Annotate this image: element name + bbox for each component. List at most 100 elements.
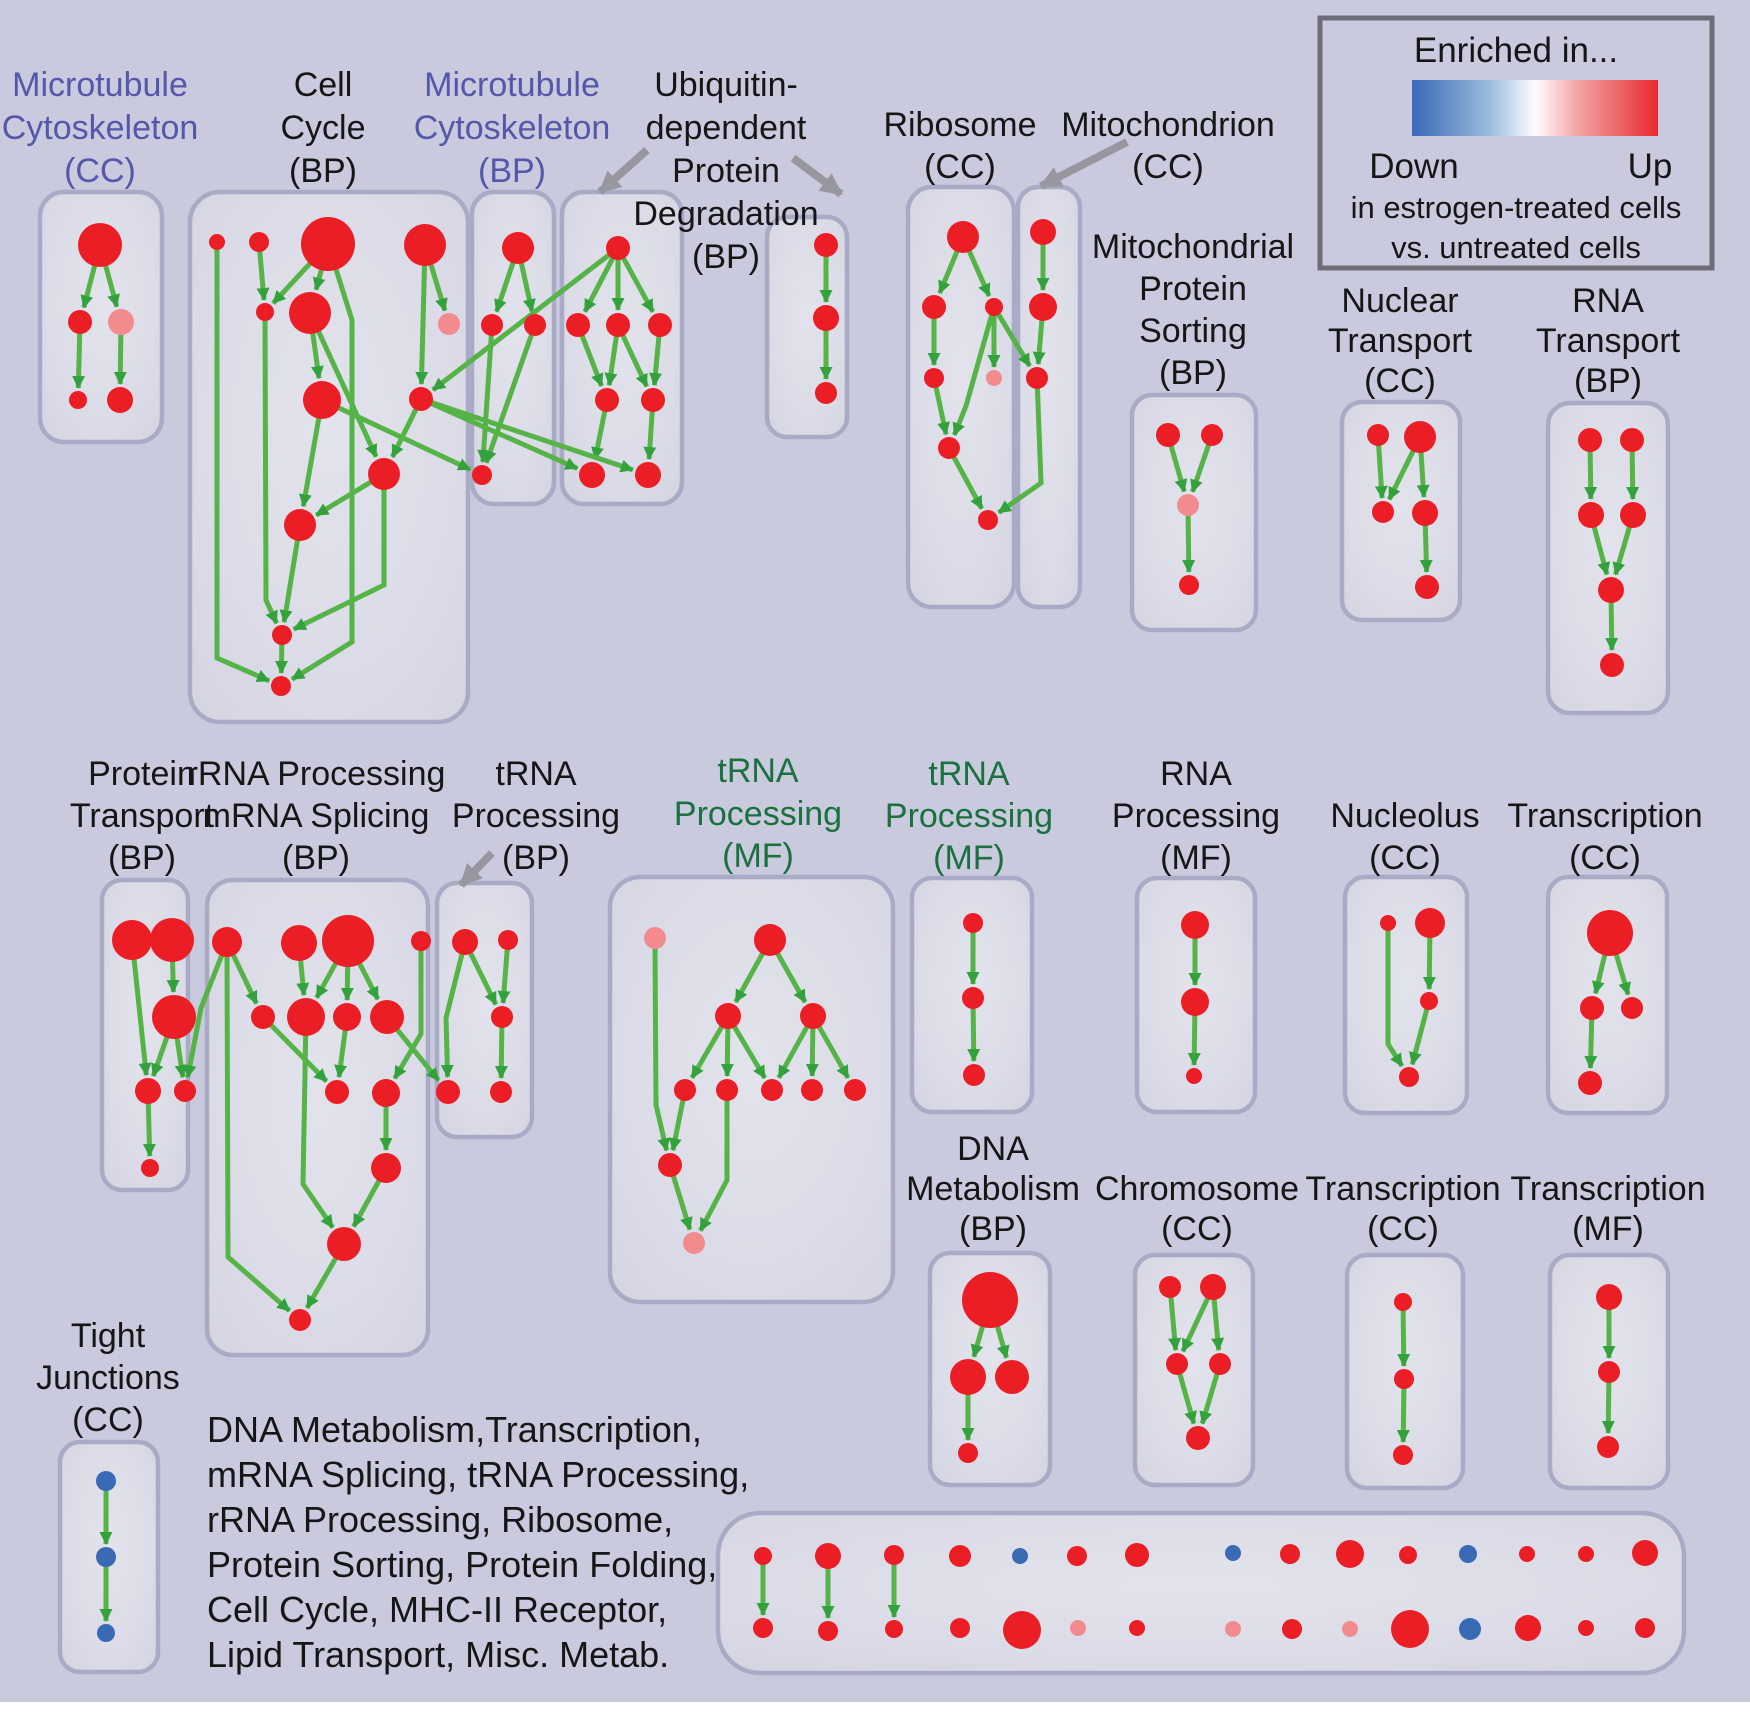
node	[938, 437, 960, 459]
cluster-label-microtubule-cc: Microtubule Cytoskeleton (CC)	[2, 66, 199, 190]
edge-arrow-rrna-mrna	[304, 1251, 342, 1310]
node	[683, 1232, 705, 1254]
cluster-label-line: Junctions	[36, 1359, 180, 1397]
node	[524, 314, 546, 336]
edge-arrow-cell-cycle	[290, 258, 355, 682]
cluster-nodes-transcription-mf	[1596, 1284, 1622, 1458]
edge-arrow-transcription-cc-lower	[1396, 1384, 1410, 1443]
cluster-label-line: Cytoskeleton	[414, 109, 611, 147]
node	[1372, 501, 1394, 523]
cluster-label-trna-mf-large: tRNA Processing (MF)	[674, 752, 842, 875]
node	[1415, 908, 1445, 938]
cross-edge-arrow	[994, 310, 1032, 368]
edge-arrow-cell-cycle	[275, 640, 289, 674]
edge-arrow-microtubule-cc	[113, 329, 127, 385]
cluster-box-rna-transport	[1545, 400, 1671, 716]
node	[1412, 500, 1438, 526]
legend-box	[1317, 15, 1715, 271]
cluster-box-dna-metabolism	[927, 1250, 1053, 1488]
node	[251, 1005, 275, 1029]
node	[1026, 367, 1048, 389]
edge-arrow-ubiquitin	[578, 330, 604, 387]
cluster-nodes-rna-transport	[1578, 428, 1646, 677]
node	[452, 929, 478, 955]
edge-arrow-trna-mf-large	[805, 1023, 819, 1077]
cluster-label-line: Metabolism	[906, 1170, 1080, 1208]
edge-arrow-ribosome	[949, 452, 984, 510]
node	[1578, 502, 1604, 528]
cluster-label-line: (BP)	[502, 839, 570, 877]
edge-arrow-microtubule-bp	[494, 256, 518, 313]
node	[68, 310, 92, 334]
node	[1394, 1369, 1414, 1389]
legend-up-label: Up	[1628, 147, 1673, 186]
node	[1459, 1618, 1481, 1640]
cluster-box-mitochondrion	[1015, 184, 1083, 610]
node	[1587, 910, 1633, 956]
edge-arrow-cell-cycle	[309, 325, 324, 380]
cluster-box-cell-cycle	[187, 189, 471, 725]
node	[995, 1360, 1029, 1394]
cluster-label-line: Microtubule	[12, 66, 188, 104]
node	[287, 998, 325, 1036]
edge-arrow-transcription-mf	[1601, 1378, 1615, 1434]
cluster-nodes-ubiquitin	[566, 236, 672, 488]
annotation-arrow-trna-bp-arrow	[458, 850, 495, 888]
edge-arrow-cell-cycle	[298, 410, 323, 508]
misc-caption-line: mRNA Splicing, tRNA Processing,	[207, 1454, 749, 1495]
edge-arrow-ubiquitin	[582, 253, 617, 313]
node	[498, 930, 518, 950]
legend-gradient-bar	[1412, 80, 1658, 136]
edge-arrow-trna-mf-large	[689, 1021, 727, 1080]
cluster-label-line: Tight	[71, 1317, 146, 1355]
cluster-label-line: tRNA	[717, 752, 799, 790]
edge-arrow-trna-mf-large	[652, 944, 671, 1152]
edge-arrow-trna-bp	[466, 947, 499, 1006]
node	[648, 313, 672, 337]
bottom-margin-strip	[0, 1702, 1750, 1715]
edge-arrow-transcription-cc-upper	[1584, 1015, 1598, 1069]
edge-arrow-ubiquitin	[643, 407, 657, 460]
cluster-nodes-chromosome	[1159, 1274, 1231, 1450]
cluster-label-protein-transport: Protein Transport (BP)	[70, 755, 215, 877]
edge-arrow-nucleolus	[1422, 931, 1436, 990]
node-layer	[68, 217, 1658, 1649]
cluster-nodes-tight-junctions	[96, 1471, 116, 1642]
cluster-nodes-cell-cycle	[209, 217, 460, 696]
misc-caption-line: rRNA Processing, Ribosome,	[207, 1499, 673, 1540]
cluster-label-trna-mf-small: tRNA Processing (MF)	[885, 755, 1053, 877]
cross-edge-arrow	[431, 250, 614, 392]
node	[409, 387, 433, 411]
node	[1391, 1610, 1429, 1648]
node	[135, 1078, 161, 1104]
node	[1159, 1276, 1181, 1298]
node	[301, 217, 355, 271]
misc-caption-line: Lipid Transport, Misc. Metab.	[207, 1634, 669, 1675]
cluster-label-line: (CC)	[72, 1401, 144, 1439]
edge-arrow-rrna-mrna	[392, 947, 424, 1080]
cluster-label-line: tRNA	[495, 755, 577, 793]
node	[1225, 1621, 1241, 1637]
cluster-label-line: Transcription	[1510, 1170, 1705, 1208]
cluster-label-line: (BP)	[692, 238, 760, 276]
node	[141, 1159, 159, 1177]
node	[1515, 1615, 1541, 1641]
node	[107, 387, 133, 413]
node	[801, 1079, 823, 1101]
node	[284, 509, 316, 541]
node	[579, 462, 605, 488]
edge-arrow-cell-cycle	[292, 483, 387, 632]
node	[962, 1272, 1018, 1328]
node	[1012, 1548, 1028, 1564]
cluster-label-line: Processing	[1112, 797, 1280, 835]
node	[1598, 1361, 1620, 1383]
cluster-label-rrna-mrna: rRNA Processing mRNA Splicing (BP)	[187, 755, 446, 877]
node	[370, 1000, 404, 1034]
cluster-label-line: Chromosome	[1095, 1170, 1299, 1208]
edge-arrow-cell-cycle	[390, 404, 421, 459]
cluster-label-line: Cytoskeleton	[2, 109, 199, 147]
node	[1578, 428, 1602, 452]
node	[404, 224, 446, 266]
node	[1596, 1284, 1622, 1310]
